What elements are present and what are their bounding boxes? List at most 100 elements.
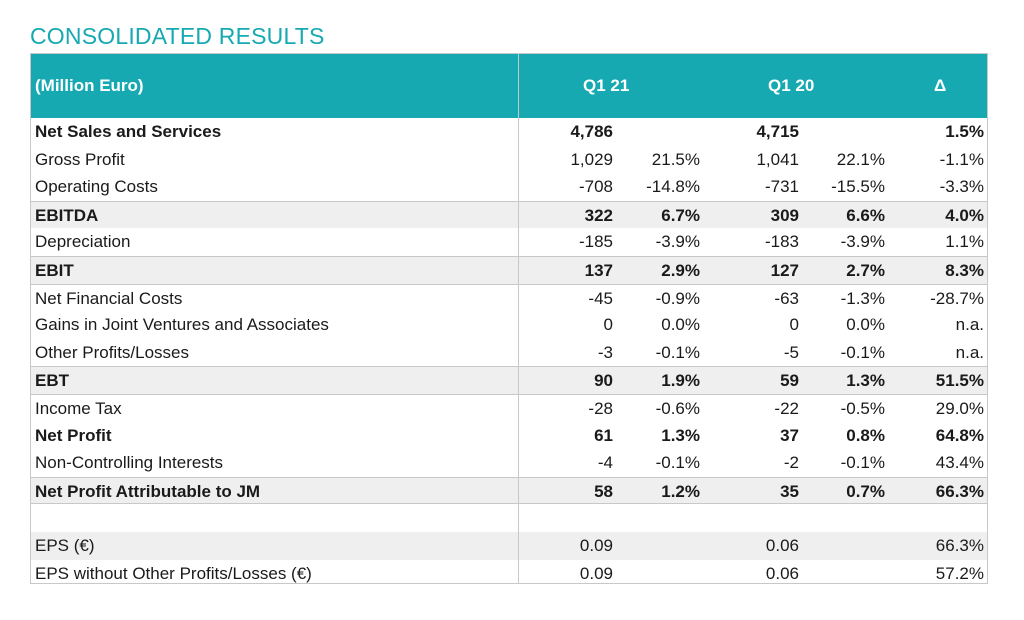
results-table: (Million Euro) Q1 21 Q1 20 Δ Net Sales a…	[30, 53, 988, 584]
cell-delta: -1.1%	[939, 149, 984, 169]
cell-q1-21-pct: -0.1%	[655, 342, 700, 362]
row-label: EBIT	[35, 261, 74, 280]
cell-delta: 64.8%	[935, 425, 984, 445]
column-divider	[518, 54, 519, 583]
cell-q1-20-pct: -0.1%	[840, 453, 885, 473]
table-row: Income Tax -28 -0.6% -22 -0.5% 29.0%	[31, 394, 987, 422]
cell-delta: 57.2%	[935, 563, 984, 583]
table-row: Net Financial Costs -45 -0.9% -63 -1.3% …	[31, 283, 987, 312]
cell-q1-20: 35	[780, 481, 799, 501]
cell-q1-21: -3	[597, 342, 613, 362]
row-label: EPS (€)	[35, 536, 95, 555]
table-row: EBIT 137 2.9% 127 2.7% 8.3%	[31, 256, 987, 284]
row-label: Net Financial Costs	[35, 288, 183, 308]
cell-q1-21: 1,029	[570, 149, 613, 169]
row-label: Net Profit	[35, 425, 112, 445]
cell-q1-21-pct: 2.9%	[661, 261, 700, 280]
cell-q1-21-pct: 1.9%	[661, 371, 700, 391]
row-label: Other Profits/Losses	[35, 342, 190, 362]
cell-q1-21: -45	[588, 288, 613, 308]
cell-q1-21-pct: 1.3%	[661, 425, 700, 445]
table-row-spacer	[31, 504, 987, 532]
table-row: EBT 90 1.9% 59 1.3% 51.5%	[31, 366, 987, 394]
cell-q1-21-pct: 21.5%	[651, 149, 700, 169]
cell-q1-20-pct: 0.8%	[846, 425, 885, 445]
row-label: Depreciation	[35, 232, 131, 252]
cell-q1-20: -22	[774, 399, 799, 418]
cell-q1-21: 61	[594, 425, 613, 445]
cell-q1-20: 127	[770, 261, 799, 280]
table-header: (Million Euro) Q1 21 Q1 20 Δ	[31, 54, 987, 118]
cell-delta: 29.0%	[935, 399, 984, 418]
table-row: Gross Profit 1,029 21.5% 1,041 22.1% -1.…	[31, 146, 987, 174]
cell-q1-20-pct: 0.0%	[846, 315, 885, 335]
cell-q1-21-pct: 0.0%	[661, 315, 700, 335]
header-delta: Δ	[934, 76, 947, 95]
row-label: EBT	[35, 371, 69, 391]
cell-q1-20: 4,715	[756, 122, 799, 141]
cell-q1-20-pct: 22.1%	[836, 149, 885, 169]
page-title: CONSOLIDATED RESULTS	[30, 23, 325, 49]
header-q1-20: Q1 20	[768, 76, 815, 95]
cell-delta: 51.5%	[935, 371, 984, 391]
row-label: Gains in Joint Ventures and Associates	[35, 315, 329, 335]
row-label: EBITDA	[35, 205, 99, 225]
table-row: Net Profit 61 1.3% 37 0.8% 64.8%	[31, 422, 987, 450]
cell-q1-21: 0	[603, 315, 613, 335]
cell-q1-20: -731	[764, 177, 799, 197]
cell-delta: 1.5%	[945, 122, 984, 141]
cell-q1-20-pct: 1.3%	[846, 371, 885, 391]
row-label: Net Sales and Services	[35, 122, 222, 141]
cell-delta: 66.3%	[935, 481, 984, 501]
cell-q1-21: 322	[584, 205, 613, 225]
row-label: Non-Controlling Interests	[35, 453, 224, 473]
table-row: EPS (€) 0.09 0.06 66.3%	[31, 532, 987, 560]
cell-q1-21-pct: -0.1%	[655, 453, 700, 473]
header-q1-21: Q1 21	[583, 76, 630, 95]
table-row: Non-Controlling Interests -4 -0.1% -2 -0…	[31, 449, 987, 477]
cell-q1-20: 0.06	[765, 536, 799, 555]
cell-q1-20-pct: -1.3%	[840, 288, 885, 308]
cell-delta: 1.1%	[945, 232, 984, 252]
cell-q1-20-pct: -3.9%	[840, 232, 885, 252]
cell-q1-21: 0.09	[579, 536, 613, 555]
row-label: Net Profit Attributable to JM	[35, 481, 261, 501]
table-row: Operating Costs -708 -14.8% -731 -15.5% …	[31, 173, 987, 201]
cell-q1-20: 37	[780, 425, 799, 445]
row-label: Operating Costs	[35, 177, 158, 197]
cell-q1-20: -2	[783, 453, 799, 473]
cell-q1-21-pct: -3.9%	[655, 232, 700, 252]
cell-q1-21: -708	[578, 177, 613, 197]
cell-q1-20: -63	[774, 288, 799, 308]
cell-q1-20: 309	[770, 205, 799, 225]
cell-q1-20-pct: 2.7%	[846, 261, 885, 280]
table-row: Depreciation -185 -3.9% -183 -3.9% 1.1%	[31, 228, 987, 256]
cell-q1-21-pct: -0.9%	[655, 288, 700, 308]
cell-delta: 8.3%	[945, 261, 984, 280]
cell-q1-21: -185	[578, 232, 613, 252]
cell-q1-20: 0.06	[765, 563, 799, 583]
cell-delta: n.a.	[955, 315, 984, 335]
cell-q1-21: 0.09	[579, 563, 613, 583]
cell-q1-21-pct: 1.2%	[661, 481, 700, 501]
cell-q1-20: -5	[783, 342, 799, 362]
table-row: EBITDA 322 6.7% 309 6.6% 4.0%	[31, 200, 987, 229]
cell-q1-20: 0	[789, 315, 799, 335]
table-row: EPS without Other Profits/Losses (€) 0.0…	[31, 560, 987, 588]
cell-q1-21: 58	[594, 481, 613, 501]
cell-q1-21: -28	[588, 399, 613, 418]
cell-q1-20-pct: -0.1%	[840, 342, 885, 362]
cell-delta: 43.4%	[935, 453, 984, 473]
cell-delta: -28.7%	[930, 288, 984, 308]
cell-q1-20: 1,041	[756, 149, 799, 169]
cell-delta: n.a.	[955, 342, 984, 362]
cell-q1-21-pct: -0.6%	[655, 399, 700, 418]
table-row: Net Profit Attributable to JM 58 1.2% 35…	[31, 476, 987, 505]
cell-delta: -3.3%	[939, 177, 984, 197]
cell-q1-21-pct: -14.8%	[646, 177, 700, 197]
cell-q1-21: 137	[584, 261, 613, 280]
cell-q1-20-pct: -0.5%	[840, 399, 885, 418]
cell-q1-20: 59	[780, 371, 799, 391]
cell-q1-21: 90	[594, 371, 613, 391]
row-label: Gross Profit	[35, 149, 125, 169]
